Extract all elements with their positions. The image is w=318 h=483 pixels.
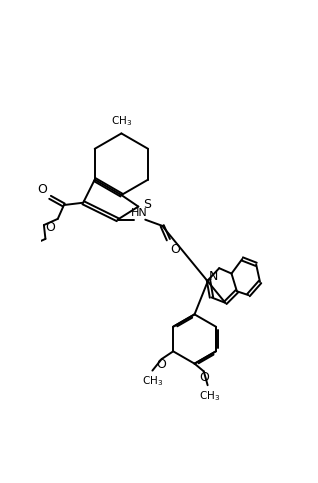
Text: O: O <box>171 243 181 256</box>
Text: O: O <box>156 358 166 371</box>
Text: O: O <box>37 183 47 196</box>
Text: N: N <box>208 270 218 284</box>
Text: S: S <box>143 198 151 211</box>
Text: CH$_3$: CH$_3$ <box>111 114 132 128</box>
Text: CH$_3$: CH$_3$ <box>142 374 163 388</box>
Text: O: O <box>45 221 55 234</box>
Text: CH$_3$: CH$_3$ <box>198 389 220 403</box>
Text: HN: HN <box>131 208 148 218</box>
Text: O: O <box>200 370 210 384</box>
